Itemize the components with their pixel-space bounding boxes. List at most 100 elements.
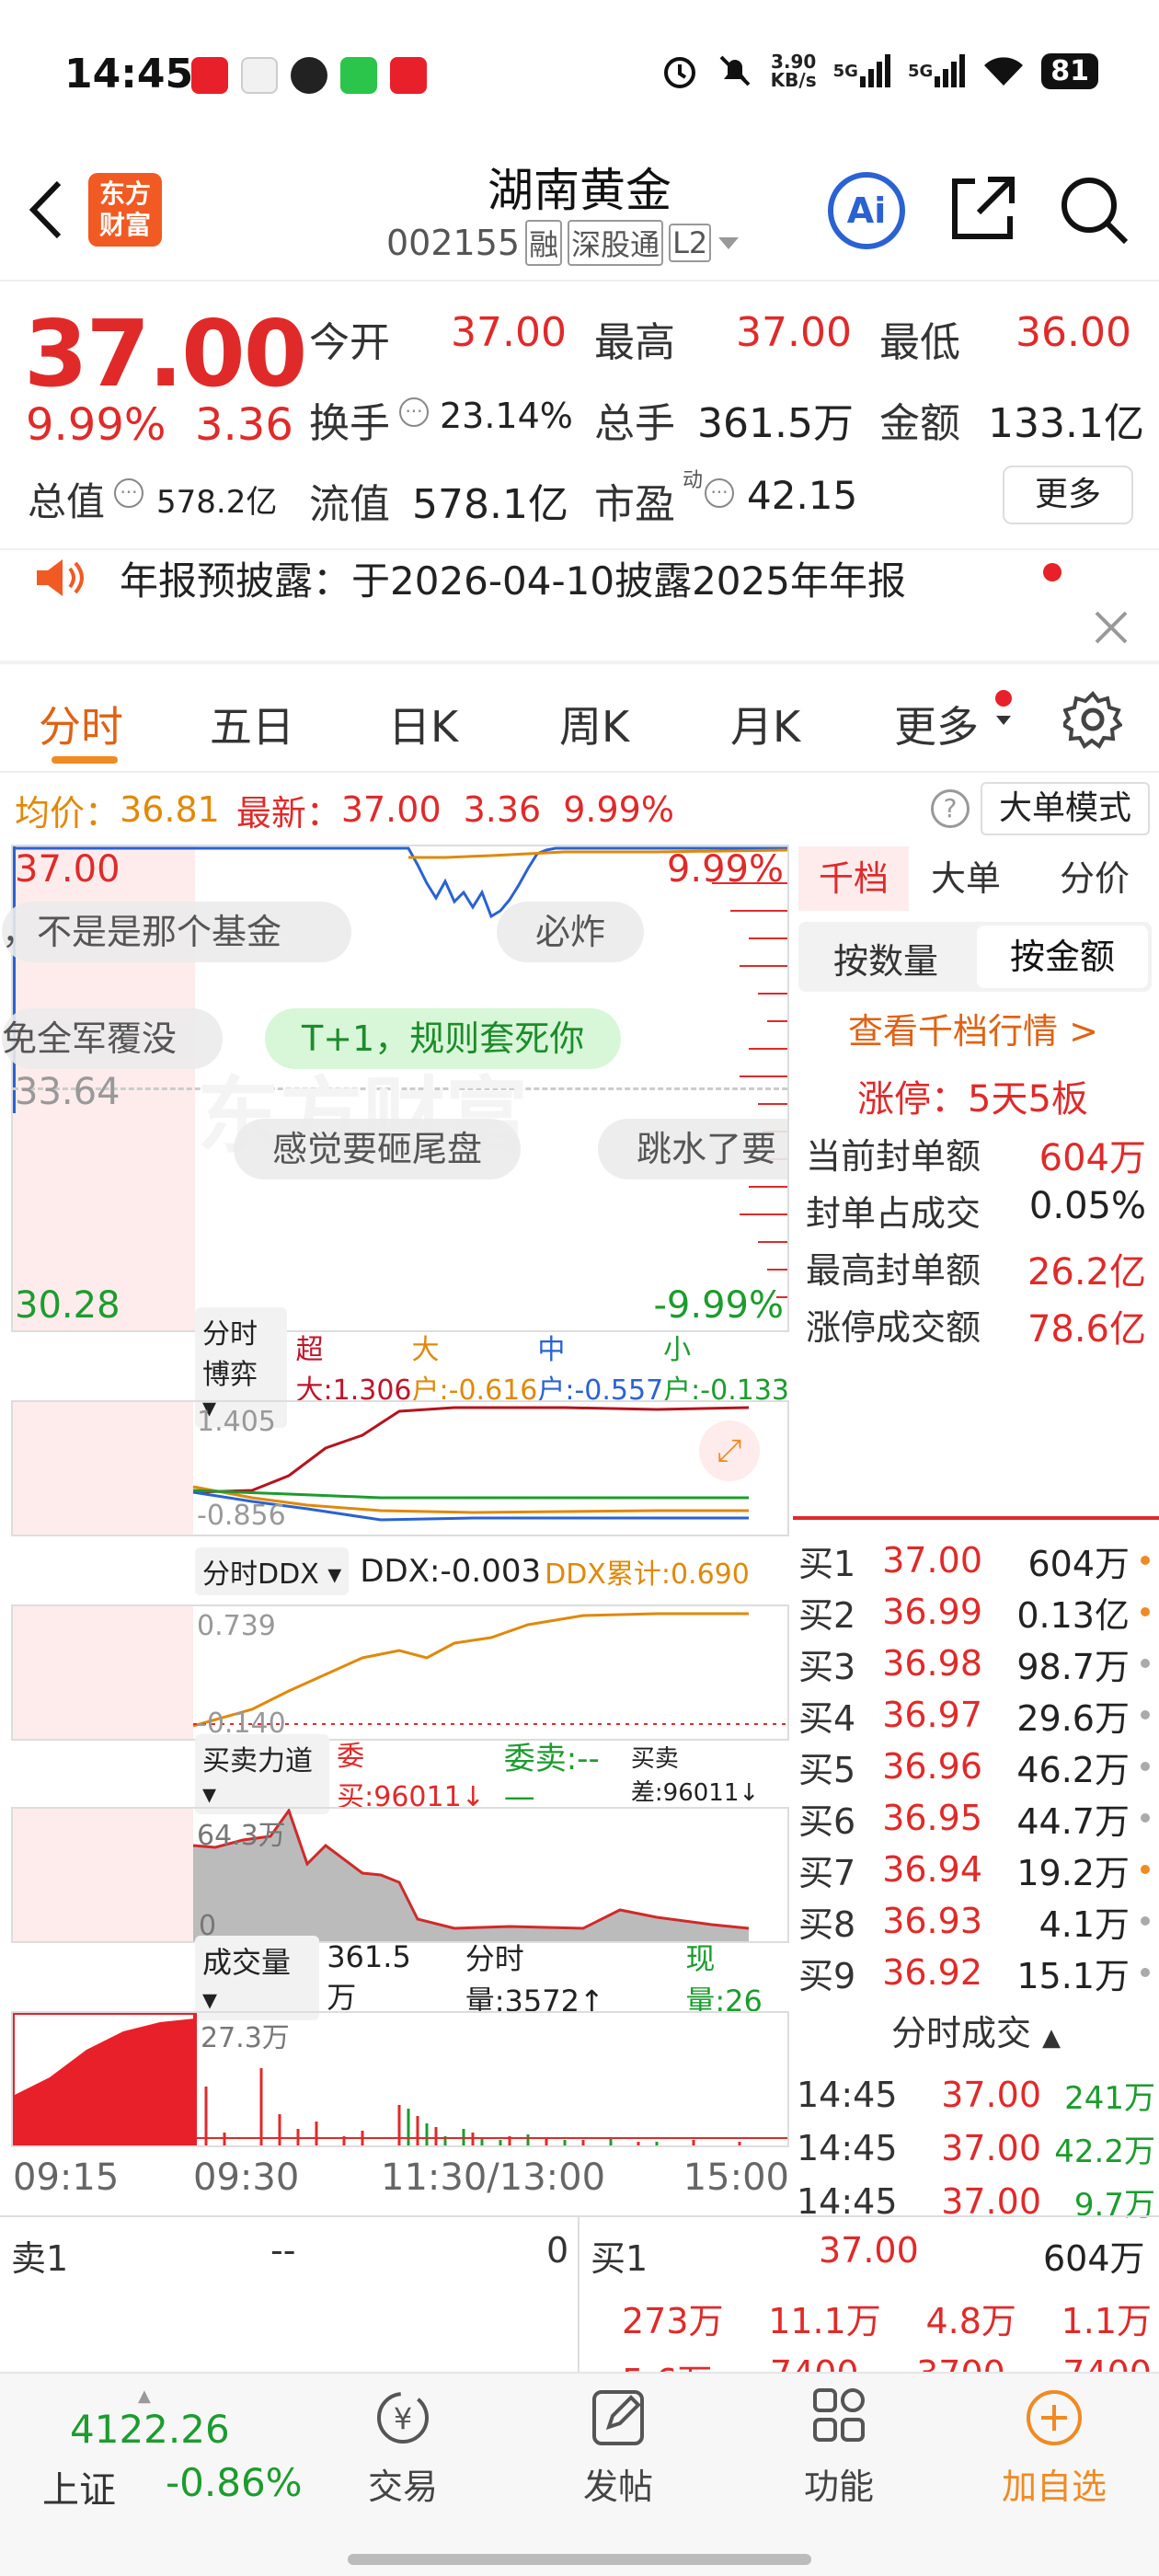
- trade-icon: ¥: [377, 2392, 429, 2444]
- sub-chart-frame: 1.405 -0.856 ⤢: [11, 1400, 789, 1536]
- chevron-up-icon: ▲: [1042, 2024, 1061, 2052]
- danmaku-bubble[interactable]: 跳水了要: [598, 1119, 787, 1179]
- danmaku-bubble[interactable]: 免全军覆没: [2, 1008, 223, 1069]
- limit-up-info: 涨停：5天5板: [857, 1078, 1088, 1121]
- info-icon[interactable]: ···: [705, 478, 734, 508]
- price-top-label: 37.00: [15, 848, 120, 891]
- help-icon[interactable]: ?: [931, 789, 970, 828]
- info-icon[interactable]: ···: [114, 478, 143, 508]
- gear-icon[interactable]: [1063, 690, 1122, 749]
- tab-weekly-k[interactable]: 周K: [559, 702, 630, 752]
- more-button[interactable]: 更多: [1003, 466, 1133, 524]
- field-amount-value: 133.1亿: [988, 400, 1144, 447]
- bid-row: 买9 36.92 15.1万: [798, 1947, 1157, 1998]
- sub-chart-volume[interactable]: 成交量 ▾ 361.5万 分时量:3572↑ 现量:26 27.3万: [11, 1936, 789, 2147]
- right-volume-ticks: [712, 882, 787, 1298]
- field-volume-label: 总手: [594, 400, 675, 447]
- back-icon[interactable]: [28, 179, 64, 240]
- sub-chart-force[interactable]: 买卖力道 ▾ 委买:96011↓ 委卖:--— 买卖差:96011↓ 64.3万…: [11, 1733, 789, 1943]
- tag-l2: L2: [669, 224, 712, 262]
- nav-function[interactable]: 功能: [793, 2385, 885, 2523]
- bid-dot: [1141, 1710, 1150, 1719]
- buy1-price: 37.00: [819, 2230, 919, 2271]
- app-icon-red: [191, 57, 228, 94]
- danmaku-bubble[interactable]: 必炸: [497, 902, 645, 962]
- index-ticker[interactable]: ▲ 4122.26 上证 -0.86%: [37, 2386, 313, 2515]
- tab-five-day[interactable]: 五日: [210, 702, 294, 752]
- info-icon[interactable]: ···: [399, 397, 429, 427]
- notice-dot: [1043, 563, 1061, 581]
- sub-chart-bottom-label: 0: [199, 1910, 217, 1942]
- field-open-label: 今开: [309, 319, 390, 366]
- indicator-selector[interactable]: 分时DDX ▾: [195, 1547, 350, 1595]
- ai-button[interactable]: Ai: [828, 172, 905, 249]
- qq-icon: [291, 57, 327, 94]
- nav-label: 加自选: [1001, 2467, 1107, 2507]
- tab-intraday[interactable]: 分时: [39, 702, 123, 752]
- sub-chart-header: 买卖力道 ▾ 委买:96011↓ 委卖:--— 买卖差:96011↓: [195, 1733, 789, 1815]
- trades-header[interactable]: 分时成交 ▲: [793, 2002, 1159, 2064]
- field-high-value: 37.00: [736, 309, 852, 356]
- intraday-chart[interactable]: 37.00 33.64 30.28 9.99% -9.99% 东方财富 ，不是是…: [2, 845, 789, 1332]
- close-icon[interactable]: [1093, 609, 1130, 646]
- danmaku-bubble[interactable]: T+1，规则套死你: [265, 1008, 622, 1069]
- quote-panel: 37.00 9.99% 3.36 总值 ··· 578.2亿 今开 37.00 …: [0, 282, 1159, 548]
- nav-label: 发帖: [582, 2467, 653, 2507]
- tab-monthly-k[interactable]: 月K: [730, 702, 801, 752]
- sub-tab-quantity[interactable]: 按数量: [833, 941, 939, 982]
- indicator-selector[interactable]: 分时博弈 ▾: [195, 1306, 287, 1428]
- change-pct: 9.99%: [26, 399, 166, 451]
- sub-chart-ddx[interactable]: 分时DDX ▾ DDX:-0.003 DDX累计:0.690 0.739 -0.…: [11, 1546, 789, 1741]
- stock-code: 002155: [386, 223, 521, 263]
- app-header: 东方 财富 湖南黄金 002155 融 深股通 L2 Ai: [0, 152, 1159, 281]
- stock-code-row[interactable]: 002155 融 深股通 L2: [386, 220, 740, 266]
- tab-daily-k[interactable]: 日K: [388, 702, 459, 752]
- battery-icon: 81: [1041, 52, 1098, 89]
- sub-chart-frame: 64.3万 0: [11, 1807, 789, 1943]
- buy1-label: 买1: [591, 2238, 648, 2279]
- pre-open-line: [13, 846, 16, 1113]
- danmaku-bubble[interactable]: 感觉要砸尾盘: [234, 1119, 522, 1179]
- sub-chart-top-label: 64.3万: [197, 1820, 286, 1852]
- panel-tab-price[interactable]: 分价: [1060, 858, 1130, 899]
- wifi-icon: [984, 57, 1024, 86]
- view-level-link[interactable]: 查看千档行情 >: [848, 1011, 1098, 1052]
- share-icon[interactable]: [947, 174, 1017, 244]
- nav-add-watchlist[interactable]: 加自选: [990, 2385, 1119, 2523]
- total-value: 578.2亿: [156, 484, 278, 521]
- field-high-label: 最高: [594, 319, 675, 366]
- index-pct: -0.86%: [166, 2460, 303, 2505]
- grid-icon: [813, 2388, 865, 2442]
- big-order-mode-button[interactable]: 大单模式: [981, 782, 1150, 835]
- panel-tab-big[interactable]: 大单: [931, 858, 1002, 899]
- sell1-price: --: [270, 2230, 296, 2271]
- chart-header: 均价： 36.81 最新： 37.00 3.36 9.99%: [15, 784, 674, 835]
- header-divider: [0, 280, 1159, 282]
- alarm-icon: [663, 57, 695, 88]
- tab-more[interactable]: 更多: [894, 702, 979, 752]
- status-time: 14:45: [64, 51, 194, 98]
- bid-dot: [1141, 1968, 1150, 1977]
- time-label: 09:30: [193, 2156, 300, 2199]
- danmaku-bubble[interactable]: ，不是是那个基金: [2, 902, 351, 962]
- price-line: [13, 846, 787, 1298]
- trades-title: 分时成交: [890, 2013, 1031, 2053]
- field-volume-value: 361.5万: [697, 400, 854, 447]
- total-value-label: 总值: [28, 479, 106, 524]
- tag-connect: 深股通: [568, 220, 664, 266]
- signal-icon: [859, 54, 890, 87]
- seal-value-3: 26.2亿: [1027, 1251, 1146, 1294]
- nav-trade[interactable]: ¥ 交易: [357, 2385, 449, 2523]
- indicator-selector[interactable]: 买卖力道 ▾: [195, 1733, 330, 1814]
- mid-dashed-line: [13, 1087, 787, 1090]
- nav-post[interactable]: 发帖: [572, 2385, 664, 2523]
- wechat-icon: [340, 57, 377, 94]
- indicator-selector[interactable]: 成交量 ▾: [195, 1936, 320, 2020]
- expand-icon[interactable]: ⤢: [699, 1420, 760, 1481]
- trades-list: 14:45 37.00 241万 14:45 37.00 42.2万 14:45 37.0…: [797, 2068, 1157, 2228]
- sub-chart-game[interactable]: 分时博弈 ▾ 超大:1.306 大户:-0.616 中户:-0.557 小户:-…: [11, 1306, 789, 1536]
- search-icon[interactable]: [1058, 174, 1131, 247]
- sub-tab-amount[interactable]: 按金额: [977, 926, 1148, 988]
- panel-tab-level[interactable]: 千档: [798, 846, 909, 911]
- notice-bar[interactable]: 年报预披露：于2026-04-10披露2025年年报: [0, 548, 1159, 662]
